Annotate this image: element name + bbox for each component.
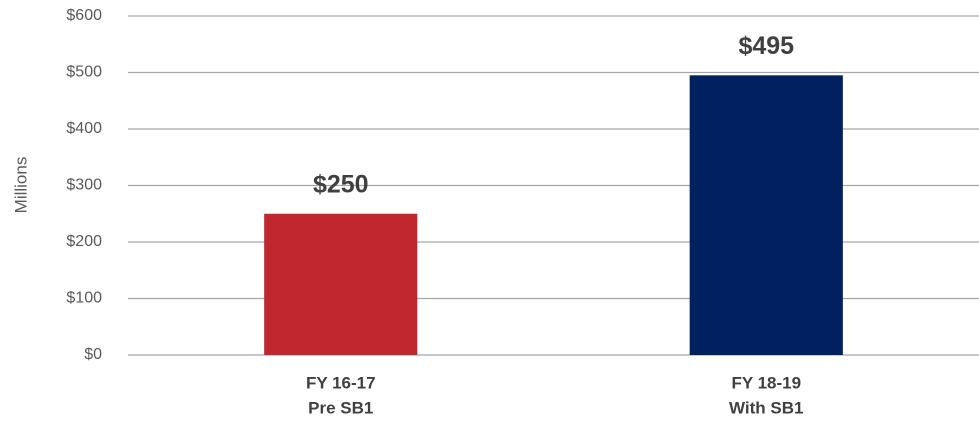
y-tick-label: $200	[66, 233, 102, 250]
y-tick-label: $500	[66, 64, 102, 81]
data-label: $495	[738, 32, 794, 60]
data-label: $250	[313, 170, 369, 198]
x-tick-label: With SB1	[729, 398, 803, 417]
y-tick-label: $0	[84, 346, 102, 363]
y-tick-label: $300	[66, 177, 102, 194]
y-tick-label: $400	[66, 120, 102, 137]
x-tick-label: FY 16-17	[306, 373, 376, 392]
x-tick-label: Pre SB1	[308, 398, 373, 417]
y-tick-label: $100	[66, 290, 102, 307]
x-tick-label: FY 18-19	[731, 373, 801, 392]
y-axis-label: Millions	[11, 157, 30, 214]
bar	[689, 75, 843, 355]
y-tick-label: $600	[66, 7, 102, 24]
bar	[264, 213, 418, 355]
